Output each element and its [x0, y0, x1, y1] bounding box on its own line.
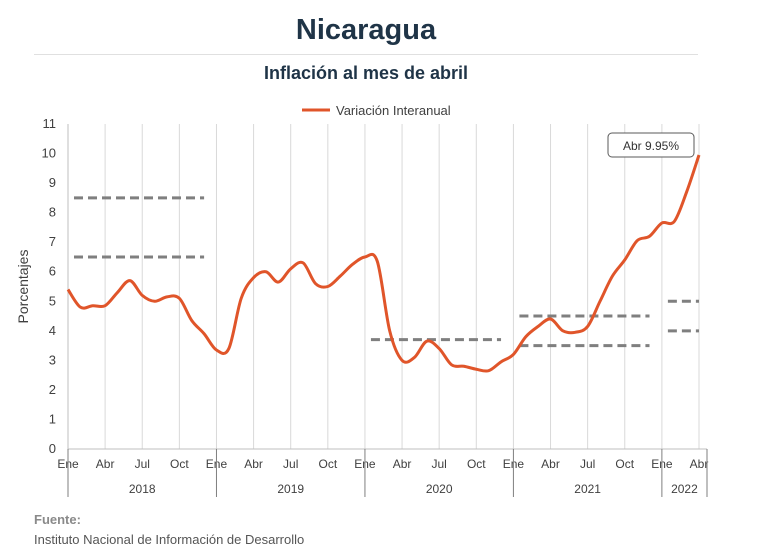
y-tick-label: 11: [43, 116, 57, 131]
x-tick-label: Abr: [541, 457, 560, 471]
x-tick-label: Oct: [318, 457, 337, 471]
source-label: Fuente:: [34, 512, 81, 527]
title-divider: [34, 54, 698, 55]
x-tick-label: Abr: [96, 457, 115, 471]
x-tick-label: Abr: [393, 457, 412, 471]
annotation-box: [607, 132, 695, 158]
y-tick-label: 9: [49, 175, 56, 190]
year-label: 2022: [671, 482, 698, 496]
y-tick-label: 4: [49, 323, 56, 338]
y-tick-label: 10: [42, 146, 56, 161]
y-tick-label: 6: [49, 264, 56, 279]
chart-subtitle: Inflación al mes de abril: [263, 63, 469, 83]
source-text: Instituto Nacional de Información de Des…: [34, 532, 305, 547]
x-tick-label: Jul: [580, 457, 595, 471]
annotation-label: Abr 9.95%: [623, 139, 679, 153]
legend-label: Variación Interanual: [336, 103, 451, 118]
x-tick-label: Oct: [615, 457, 634, 471]
y-tick-label: 3: [49, 352, 56, 367]
year-label: 2021: [574, 482, 601, 496]
y-tick-label: 7: [49, 234, 56, 249]
x-tick-label: Oct: [467, 457, 486, 471]
x-tick-label: Jul: [135, 457, 150, 471]
y-tick-label: 1: [49, 411, 56, 426]
y-tick-label: 5: [49, 293, 56, 308]
year-label: 2018: [129, 482, 156, 496]
y-axis-title: Porcentajes: [15, 250, 31, 324]
y-tick-label: 8: [49, 205, 56, 220]
x-tick-label: Jul: [432, 457, 447, 471]
series-line-variacion-interanual: [66, 154, 701, 373]
year-label: 2019: [277, 482, 304, 496]
x-tick-label: Abr: [244, 457, 263, 471]
year-label: 2020: [426, 482, 453, 496]
x-tick-label: Abr: [690, 457, 709, 471]
x-tick-label: Jul: [283, 457, 298, 471]
x-tick-label: Oct: [170, 457, 189, 471]
page-title: Nicaragua: [295, 14, 437, 46]
y-tick-label: 0: [49, 441, 56, 456]
y-tick-label: 2: [49, 382, 56, 397]
